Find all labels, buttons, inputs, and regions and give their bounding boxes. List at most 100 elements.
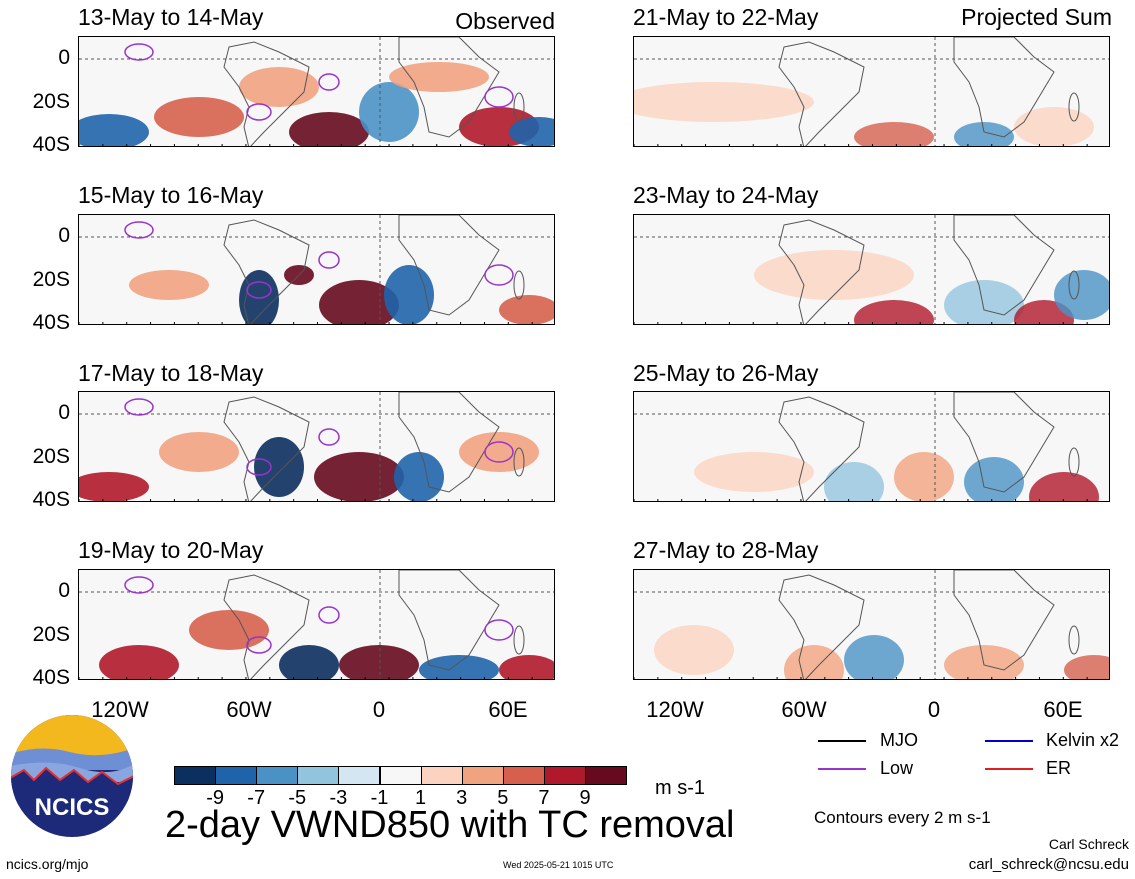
map-panel-obs-4 [78, 569, 555, 680]
low-contour [124, 221, 154, 239]
panel-title: 15-May to 16-May [78, 182, 264, 208]
legend-label: MJO [880, 730, 918, 750]
anomaly-blob [359, 82, 419, 142]
anomaly-blob [189, 610, 269, 650]
map-panel-proj-3 [633, 391, 1110, 502]
low-contour [484, 619, 514, 641]
south-america-coastline [223, 574, 310, 679]
low-contour [318, 251, 340, 269]
colorbar-swatch [502, 766, 545, 785]
south-america-coastline [223, 41, 310, 146]
anomaly-blob [854, 300, 934, 324]
y-tick-label: 20S [32, 90, 70, 113]
colorbar-tick-label: 1 [415, 787, 427, 809]
y-tick-label: 20S [32, 445, 70, 468]
colorbar-swatch [256, 766, 299, 785]
anomaly-blob [459, 432, 539, 472]
panel-title: 17-May to 18-May [78, 360, 264, 386]
colorbar-tick-label: -7 [247, 787, 266, 809]
colorbar-tick-label: -5 [288, 787, 307, 809]
madagascar-coastline [513, 92, 525, 122]
map-svg [79, 570, 554, 679]
low-contour [484, 86, 514, 108]
map-svg [634, 392, 1109, 501]
anomaly-blob [694, 452, 814, 492]
anomaly-blob [389, 62, 489, 92]
low-contour [124, 43, 154, 61]
x-tick-label: 0 [927, 697, 941, 722]
x-tick-label: 120W [91, 697, 149, 722]
map-svg [634, 215, 1109, 324]
anomaly-blob [894, 452, 954, 501]
low-contour [318, 606, 340, 624]
anomaly-blob [289, 112, 369, 146]
south-america-coastline [223, 396, 310, 501]
anomaly-blob [339, 645, 419, 679]
madagascar-coastline [1068, 447, 1080, 477]
anomaly-blob [944, 280, 1024, 324]
map-svg [79, 37, 554, 146]
africa-coastline [398, 215, 500, 316]
colorbar-swatch [174, 766, 216, 785]
colorbar-swatch [543, 766, 586, 785]
logo-text: NCICS [35, 794, 110, 821]
africa-coastline [398, 570, 500, 671]
map-svg [79, 215, 554, 324]
panel-title: 23-May to 24-May [633, 182, 819, 208]
colorbar-swatch [215, 766, 258, 785]
anomaly-blob [954, 122, 1014, 146]
anomaly-blob [654, 625, 734, 675]
anomaly-blob [319, 280, 399, 324]
legend-label: Low [880, 758, 914, 778]
ncics-logo: NCICS [10, 714, 134, 838]
anomaly-blob [254, 437, 304, 497]
panel-title: 25-May to 26-May [633, 360, 819, 386]
anomaly-blob [844, 635, 904, 679]
colorbar-swatch [338, 766, 381, 785]
low-contour [246, 281, 272, 299]
y-tick-label: 20S [32, 623, 70, 646]
y-tick-label: 40S [32, 666, 70, 689]
anomaly-blob [154, 97, 244, 137]
colorbar-swatch [297, 766, 340, 785]
africa-coastline [953, 215, 1055, 316]
low-contour [484, 264, 514, 286]
anomaly-blob [1029, 472, 1099, 501]
map-panel-obs-2 [78, 214, 555, 325]
colorbar-tick-label: -1 [370, 787, 389, 809]
footer-timestamp: Wed 2025-05-21 1015 UTC [503, 860, 614, 870]
panel-title: 21-May to 22-May [633, 4, 819, 30]
low-contour [484, 441, 514, 463]
anomaly-blob [314, 452, 404, 501]
panel-tag-observed: Observed [455, 8, 555, 34]
africa-coastline [398, 37, 500, 138]
low-contour [246, 636, 272, 654]
south-america-coastline [778, 219, 865, 324]
south-america-coastline [778, 574, 865, 679]
colorbar-swatch [585, 766, 627, 785]
y-tick-label: 0 [58, 46, 70, 69]
anomaly-blob [239, 67, 319, 107]
map-panel-proj-2 [633, 214, 1110, 325]
colorbar-swatch [420, 766, 463, 785]
chart-title: 2-day VWND850 with TC removal [165, 804, 735, 846]
x-tick-label: 60W [781, 697, 827, 722]
anomaly-blob [964, 457, 1024, 501]
madagascar-coastline [1068, 625, 1080, 655]
y-tick-label: 40S [32, 311, 70, 334]
y-tick-label: 0 [58, 401, 70, 424]
south-america-coastline [223, 219, 310, 324]
map-svg [634, 570, 1109, 679]
x-tick-label: 0 [372, 697, 386, 722]
y-tick-label: 0 [58, 579, 70, 602]
anomaly-blob [824, 462, 884, 501]
anomaly-blob [1014, 107, 1094, 146]
panel-title: 19-May to 20-May [78, 537, 264, 563]
madagascar-coastline [1068, 270, 1080, 300]
africa-coastline [953, 392, 1055, 493]
legend-swatch-er [985, 768, 1033, 770]
anomaly-blob [1064, 655, 1109, 679]
x-tick-label: 60E [1043, 697, 1083, 722]
x-tick-label: 60E [488, 697, 528, 722]
y-tick-label: 40S [32, 133, 70, 156]
